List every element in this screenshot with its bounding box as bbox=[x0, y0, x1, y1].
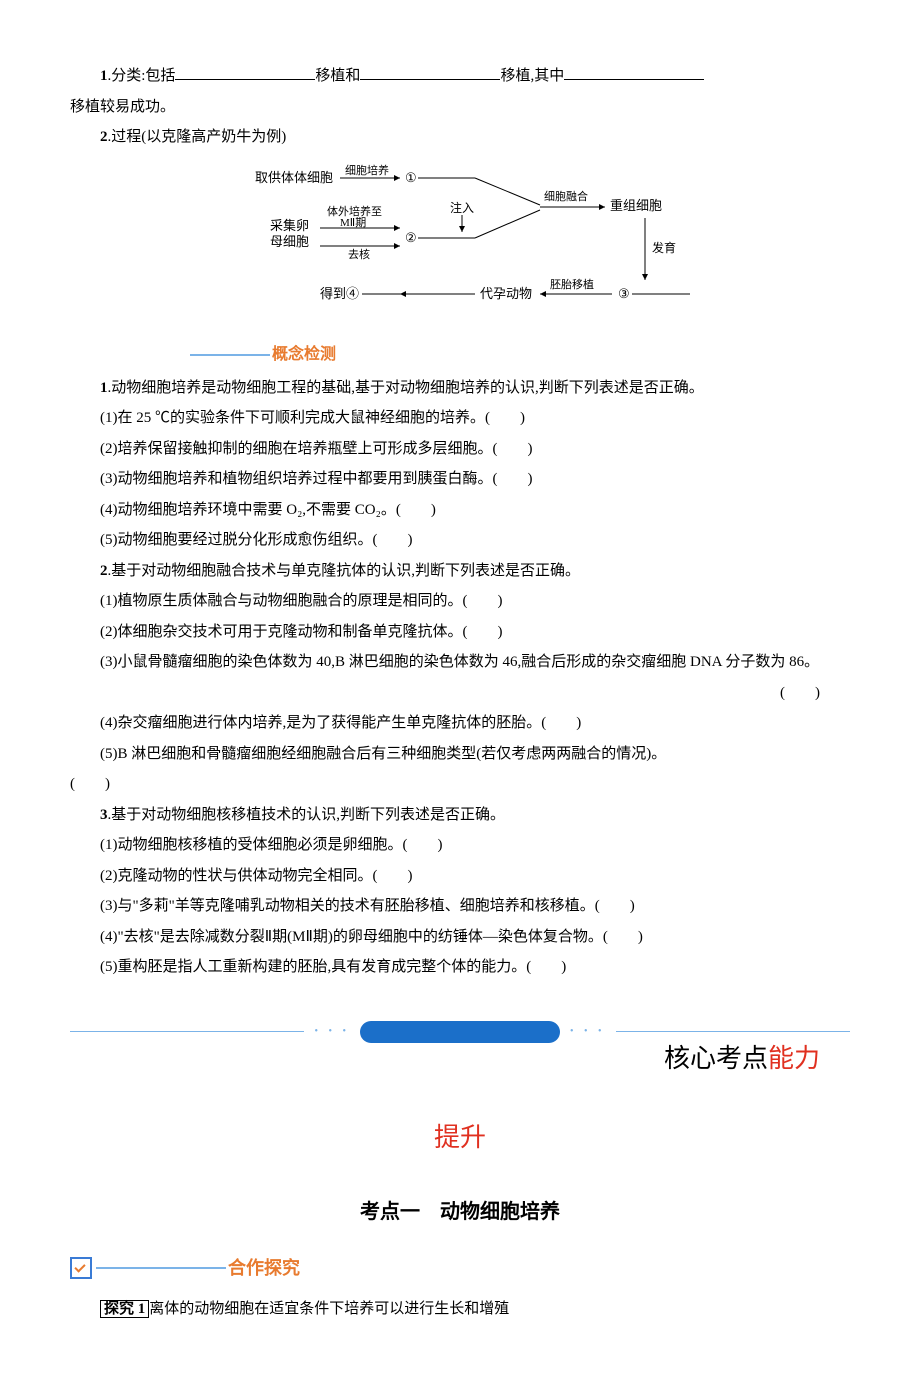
blank bbox=[360, 64, 500, 80]
tanjiu-box: 探究 1 bbox=[100, 1300, 149, 1318]
q1-opt5: (5)动物细胞要经过脱分化形成愈伤组织。( ) bbox=[70, 526, 850, 555]
q2-opt5-paren: ( ) bbox=[70, 770, 850, 799]
hezuo-heading: 合作探究 bbox=[70, 1251, 850, 1285]
blank bbox=[564, 64, 704, 80]
svg-text:母细胞: 母细胞 bbox=[270, 234, 309, 249]
num-2: 2 bbox=[100, 129, 108, 145]
q2-opt2: (2)体细胞杂交技术可用于克隆动物和制备单克隆抗体。( ) bbox=[70, 618, 850, 647]
q1-opt4: (4)动物细胞培养环境中需要 O₂,不需要 CO₂。( ) bbox=[70, 496, 850, 525]
q2-opt3: (3)小鼠骨髓瘤细胞的染色体数为 40,B 淋巴细胞的染色体数为 46,融合后形… bbox=[70, 648, 850, 677]
svg-text:细胞培养: 细胞培养 bbox=[345, 163, 389, 177]
core-banner: • • • • • • bbox=[70, 1012, 850, 1052]
q1-stem: 1.动物细胞培养是动物细胞工程的基础,基于对动物细胞培养的认识,判断下列表述是否… bbox=[70, 374, 850, 403]
kaodian-heading: 考点一 动物细胞培养 bbox=[70, 1193, 850, 1231]
q2-opt1: (1)植物原生质体融合与动物细胞融合的原理是相同的。( ) bbox=[70, 587, 850, 616]
q3-opt3: (3)与"多莉"羊等克隆哺乳动物相关的技术有胚胎移植、细胞培养和核移植。( ) bbox=[70, 892, 850, 921]
q2-opt4: (4)杂交瘤细胞进行体内培养,是为了获得能产生单克隆抗体的胚胎。( ) bbox=[70, 709, 850, 738]
blank bbox=[175, 64, 315, 80]
q1-opt3: (3)动物细胞培养和植物组织培养过程中都要用到胰蛋白酶。( ) bbox=[70, 465, 850, 494]
svg-text:重组细胞: 重组细胞 bbox=[610, 198, 662, 213]
num-1: 1 bbox=[100, 68, 108, 84]
svg-text:③: ③ bbox=[618, 286, 630, 301]
svg-text:代孕动物: 代孕动物 bbox=[480, 286, 532, 301]
q2-opt5: (5)B 淋巴细胞和骨髓瘤细胞经细胞融合后有三种细胞类型(若仅考虑两两融合的情况… bbox=[70, 740, 850, 769]
svg-text:MⅡ期: MⅡ期 bbox=[340, 216, 366, 229]
core-title-2: 提升 bbox=[70, 1113, 850, 1162]
svg-text:注入: 注入 bbox=[450, 200, 474, 215]
svg-text:②: ② bbox=[405, 230, 417, 245]
q1-opt2: (2)培养保留接触抑制的细胞在培养瓶壁上可形成多层细胞。( ) bbox=[70, 435, 850, 464]
q2-stem: 2.基于对动物细胞融合技术与单克隆抗体的认识,判断下列表述是否正确。 bbox=[70, 557, 850, 586]
q3-opt4: (4)"去核"是去除减数分裂Ⅱ期(MⅡ期)的卵母细胞中的纺锤体—染色体复合物。(… bbox=[70, 923, 850, 952]
svg-text:得到④: 得到④ bbox=[320, 286, 359, 301]
svg-text:体外培养至: 体外培养至 bbox=[327, 204, 382, 218]
section1-item1-line2: 移植较易成功。 bbox=[70, 93, 850, 122]
check-icon bbox=[70, 1257, 92, 1279]
svg-text:胚胎移植: 胚胎移植 bbox=[550, 277, 594, 291]
q3-opt2: (2)克隆动物的性状与供体动物完全相同。( ) bbox=[70, 862, 850, 891]
tanjiu-1: 探究 1离体的动物细胞在适宜条件下培养可以进行生长和增殖 bbox=[70, 1295, 850, 1324]
q1-opt1: (1)在 25 ℃的实验条件下可顺利完成大鼠神经细胞的培养。( ) bbox=[70, 404, 850, 433]
svg-text:细胞融合: 细胞融合 bbox=[544, 189, 588, 203]
q3-opt1: (1)动物细胞核移植的受体细胞必须是卵细胞。( ) bbox=[70, 831, 850, 860]
svg-text:发育: 发育 bbox=[652, 240, 676, 255]
svg-text:取供体体细胞: 取供体体细胞 bbox=[255, 170, 333, 185]
svg-text:①: ① bbox=[405, 170, 417, 185]
concept-check-heading: 概念检测 bbox=[190, 340, 850, 370]
section1-item2: 2.过程(以克隆高产奶牛为例) bbox=[70, 123, 850, 152]
svg-text:采集卵: 采集卵 bbox=[270, 218, 309, 233]
q3-opt5: (5)重构胚是指人工重新构建的胚胎,具有发育成完整个体的能力。( ) bbox=[70, 953, 850, 982]
q3-stem: 3.基于对动物细胞核移植技术的认识,判断下列表述是否正确。 bbox=[70, 801, 850, 830]
process-diagram: 取供体体细胞 细胞培养 ① 采集卵 母细胞 体外培养至 MⅡ期 去核 ② 注入 … bbox=[70, 160, 850, 330]
q2-opt3-paren: ( ) bbox=[70, 679, 850, 708]
section1-item1: 1.分类:包括移植和移植,其中 bbox=[70, 62, 850, 91]
svg-text:去核: 去核 bbox=[348, 247, 370, 261]
